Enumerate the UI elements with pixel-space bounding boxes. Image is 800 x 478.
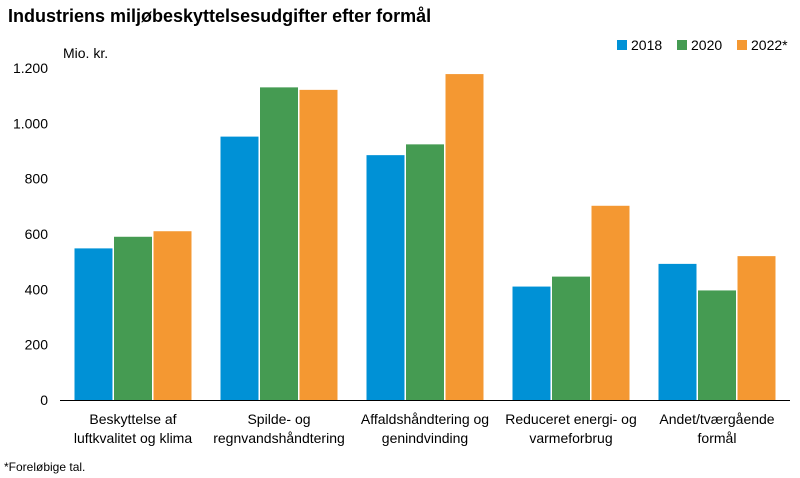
bar-2022-5 xyxy=(737,256,776,400)
y-tick-label: 1.200 xyxy=(13,60,48,76)
x-category-label: Reduceret energi- og xyxy=(505,411,637,427)
bar-2020-2 xyxy=(260,87,298,400)
x-category-label: Beskyttelse af xyxy=(89,411,176,427)
legend-label: 2018 xyxy=(631,37,662,53)
bar-2022-1 xyxy=(153,231,192,400)
bar-2018-1 xyxy=(74,248,113,400)
bar-2018-2 xyxy=(220,136,259,400)
legend-swatch-2020 xyxy=(677,40,687,50)
y-tick-label: 0 xyxy=(40,392,48,408)
footnote: *Foreløbige tal. xyxy=(4,460,86,474)
legend-label: 2020 xyxy=(691,37,722,53)
legend-swatch-2018 xyxy=(617,40,627,50)
bar-2020-4 xyxy=(552,276,590,400)
x-category-label: Andet/tværgående xyxy=(659,411,774,427)
x-category-label: regnvandshåndtering xyxy=(213,430,345,446)
chart-title: Industriens miljøbeskyttelsesudgifter ef… xyxy=(8,6,432,26)
legend-swatch-2022 xyxy=(737,40,747,50)
x-category-label: Affaldshåndtering og xyxy=(361,411,489,427)
bar-2018-3 xyxy=(366,155,405,400)
bar-2020-3 xyxy=(406,144,444,400)
legend-label: 2022* xyxy=(751,37,788,53)
bar-2020-1 xyxy=(114,236,152,400)
bar-2018-4 xyxy=(512,286,551,400)
y-tick-label: 200 xyxy=(25,337,49,353)
x-category-label: genindvinding xyxy=(382,430,468,446)
y-tick-label: 600 xyxy=(25,226,49,242)
bar-2018-5 xyxy=(658,263,697,400)
y-tick-label: 400 xyxy=(25,281,49,297)
bar-2022-4 xyxy=(591,205,630,400)
bar-2022-2 xyxy=(299,89,338,401)
y-axis-unit-label: Mio. kr. xyxy=(63,45,108,61)
x-category-label: Spilde- og xyxy=(247,411,310,427)
y-tick-label: 1.000 xyxy=(13,115,48,131)
x-category-label: varmeforbrug xyxy=(529,430,612,446)
x-category-label: luftkvalitet og klima xyxy=(74,430,192,446)
bar-2022-3 xyxy=(445,74,484,400)
y-tick-label: 800 xyxy=(25,171,49,187)
x-category-label: formål xyxy=(698,430,737,446)
bar-2020-5 xyxy=(698,290,736,400)
